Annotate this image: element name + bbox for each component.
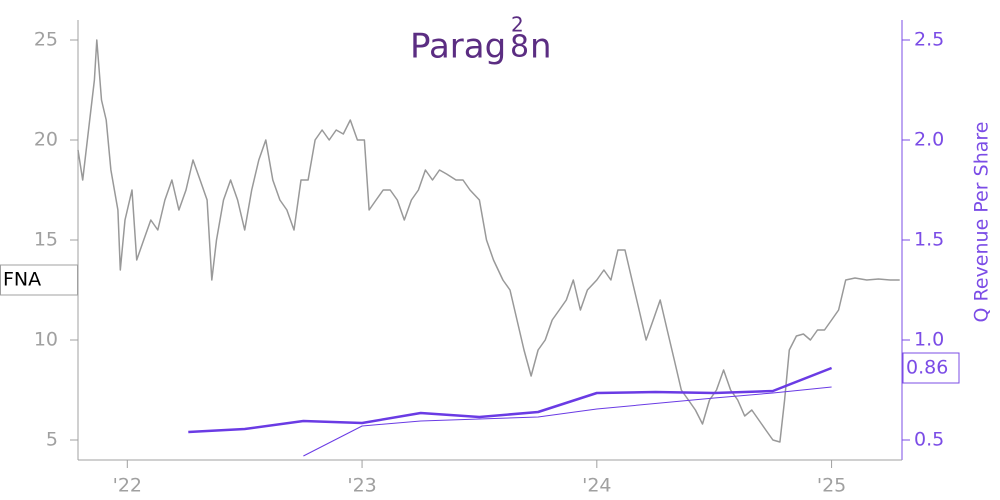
x-tick-label: '23 (347, 475, 376, 497)
y-tick-label: 20 (34, 129, 58, 151)
logo-text: Parag (410, 27, 506, 67)
logo-text: 2 (511, 13, 524, 37)
series-line (303, 386, 832, 457)
y2-tick-label: 1.0 (914, 329, 944, 351)
y2-tick-label: 0.5 (914, 429, 944, 451)
y2-tick-label: 2.0 (914, 129, 944, 151)
y2-tick-label: 2.5 (914, 29, 944, 51)
ticker-label: FNA (3, 269, 41, 291)
x-tick-label: '22 (113, 475, 142, 497)
logo-text: n (530, 27, 552, 67)
y-tick-label: 15 (34, 229, 58, 251)
series-line (188, 366, 833, 434)
value-box (902, 352, 960, 384)
x-tick-label: '24 (582, 475, 611, 497)
y-tick-label: 5 (46, 429, 58, 451)
y2-tick-label: 1.5 (914, 229, 944, 251)
y-tick-label: 25 (34, 29, 58, 51)
logo: Parag 2 8 n (410, 13, 552, 67)
y-tick-label: 10 (34, 329, 58, 351)
value-label: 0.86 (906, 357, 948, 379)
y2-axis-title: Q Revenue Per Share (971, 122, 993, 323)
logo-text: 8 (510, 30, 529, 65)
series-line (77, 39, 900, 443)
ticker-box (0, 264, 78, 296)
x-tick-label: '25 (817, 475, 846, 497)
